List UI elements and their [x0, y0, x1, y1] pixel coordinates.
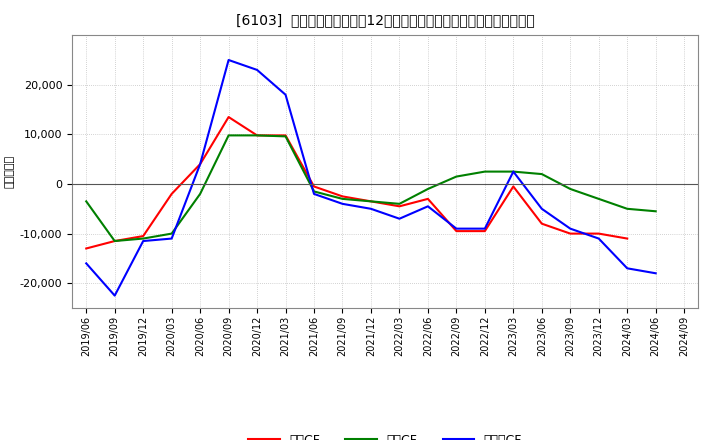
Title: [6103]  キャッシュフローの12か月移動合計の対前年同期増減額の推移: [6103] キャッシュフローの12か月移動合計の対前年同期増減額の推移	[236, 13, 534, 27]
Y-axis label: （百万円）: （百万円）	[4, 155, 14, 188]
Legend: 営業CF, 投資CF, フリーCF: 営業CF, 投資CF, フリーCF	[243, 429, 527, 440]
